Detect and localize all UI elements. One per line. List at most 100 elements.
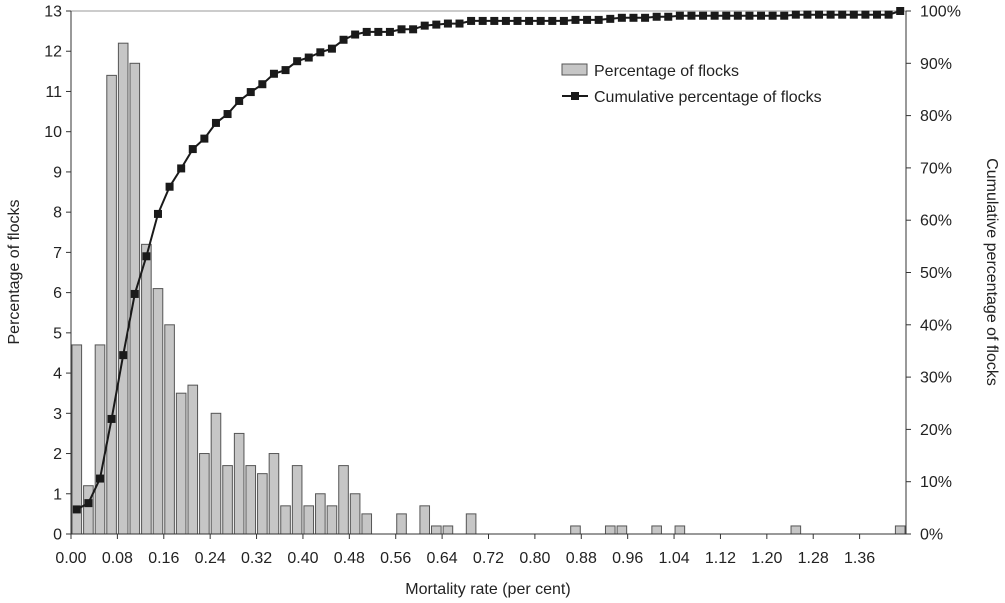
- y-tick-label: 9: [53, 164, 62, 181]
- cumulative-point-18: [281, 66, 290, 75]
- cumulative-point-51: [664, 12, 673, 21]
- y2-tick-label: 40%: [920, 317, 952, 334]
- cumulative-point-68: [861, 10, 870, 19]
- cumulative-point-37: [501, 16, 510, 25]
- bar-1: [83, 485, 94, 535]
- bar-16: [257, 473, 268, 535]
- y2-tick-label: 10%: [920, 474, 952, 491]
- tick-labels-layer: 0123456789101112130%10%20%30%40%50%60%70…: [44, 4, 961, 568]
- cumulative-point-13: [223, 110, 232, 119]
- y-tick-label: 13: [44, 4, 62, 21]
- x-tick-label: 1.36: [844, 550, 875, 567]
- cumulative-point-67: [849, 10, 858, 19]
- y2-axis-label: Cumulative percentage of flocks: [983, 158, 1000, 386]
- bar-25: [361, 513, 373, 535]
- bar-11: [199, 453, 210, 535]
- cumulative-point-66: [838, 10, 847, 19]
- bar-19: [291, 465, 303, 535]
- bar-13: [222, 465, 233, 535]
- bar-24: [349, 493, 361, 535]
- y2-tick-label: 30%: [920, 370, 952, 387]
- cumulative-point-14: [235, 96, 244, 105]
- bar-3: [106, 74, 117, 535]
- y-tick-label: 3: [53, 406, 62, 423]
- y-tick-label: 2: [53, 446, 62, 463]
- cumulative-point-30: [420, 21, 429, 30]
- cumulative-point-70: [884, 10, 893, 19]
- cumulative-point-25: [362, 27, 371, 36]
- x-tick-label: 0.00: [55, 550, 86, 567]
- cumulative-point-60: [768, 11, 777, 20]
- cumulative-point-5: [130, 289, 139, 298]
- cumulative-point-47: [617, 13, 626, 22]
- x-tick-label: 0.08: [102, 550, 133, 567]
- y-tick-label: 1: [53, 486, 62, 503]
- x-tick-label: 1.12: [705, 550, 736, 567]
- x-tick-label: 0.16: [148, 550, 179, 567]
- cumulative-point-4: [119, 351, 128, 360]
- bar-8: [164, 324, 175, 535]
- cumulative-point-33: [455, 19, 464, 28]
- cumulative-point-57: [733, 11, 742, 20]
- cumulative-point-11: [200, 134, 209, 143]
- cumulative-point-61: [780, 11, 789, 20]
- legend-line-marker: [571, 92, 579, 100]
- bar-21: [315, 493, 326, 535]
- legend-line-label: Cumulative percentage of flocks: [594, 89, 822, 106]
- cumulative-point-36: [490, 16, 499, 25]
- cumulative-point-6: [142, 252, 151, 261]
- bar-18: [280, 505, 291, 535]
- cumulative-point-42: [559, 16, 568, 25]
- cumulative-point-19: [293, 57, 302, 66]
- cumulative-point-45: [594, 15, 603, 24]
- cumulative-point-41: [548, 16, 557, 25]
- x-tick-label: 0.80: [519, 550, 550, 567]
- cumulative-point-35: [478, 16, 487, 25]
- cumulative-point-32: [443, 19, 452, 28]
- bar-62: [790, 525, 802, 535]
- cumulative-point-10: [188, 145, 197, 154]
- bar-50: [651, 525, 662, 535]
- bar-28: [396, 513, 407, 535]
- y-tick-label: 10: [44, 124, 62, 141]
- y-axis-label: Percentage of flocks: [6, 200, 23, 345]
- cumulative-point-59: [757, 11, 766, 20]
- cumulative-point-34: [467, 16, 476, 25]
- x-tick-label: 0.40: [287, 550, 318, 567]
- x-tick-label: 0.24: [195, 550, 226, 567]
- cumulative-point-46: [606, 14, 615, 23]
- x-tick-label: 1.04: [658, 550, 689, 567]
- cumulative-point-27: [385, 27, 394, 36]
- cumulative-point-38: [513, 16, 522, 25]
- cumulative-point-17: [269, 69, 278, 78]
- bar-20: [303, 505, 315, 535]
- x-tick-label: 0.96: [612, 550, 643, 567]
- y-tick-label: 4: [53, 366, 62, 383]
- x-tick-label: 1.28: [798, 550, 829, 567]
- bar-23: [338, 465, 349, 535]
- bar-52: [674, 525, 686, 535]
- cumulative-point-21: [316, 48, 325, 57]
- y2-tick-label: 60%: [920, 213, 952, 230]
- x-tick-label: 0.32: [241, 550, 272, 567]
- cumulative-point-7: [153, 209, 162, 218]
- cumulative-point-20: [304, 53, 313, 62]
- bar-30: [419, 505, 431, 535]
- y2-tick-label: 100%: [920, 4, 961, 21]
- cumulative-point-58: [745, 11, 754, 20]
- bar-9: [175, 392, 187, 535]
- y2-tick-label: 50%: [920, 265, 952, 282]
- bars-layer: [71, 42, 906, 535]
- y-tick-label: 7: [53, 245, 62, 262]
- cumulative-point-0: [72, 505, 81, 514]
- bar-34: [465, 513, 477, 535]
- bar-22: [326, 505, 338, 535]
- x-tick-label: 0.48: [334, 550, 365, 567]
- cumulative-point-71: [896, 7, 905, 15]
- legend-bar-label: Percentage of flocks: [594, 63, 739, 80]
- bar-7: [152, 288, 164, 535]
- bar-43: [570, 525, 581, 535]
- bar-10: [187, 384, 199, 535]
- cumulative-point-56: [722, 11, 731, 20]
